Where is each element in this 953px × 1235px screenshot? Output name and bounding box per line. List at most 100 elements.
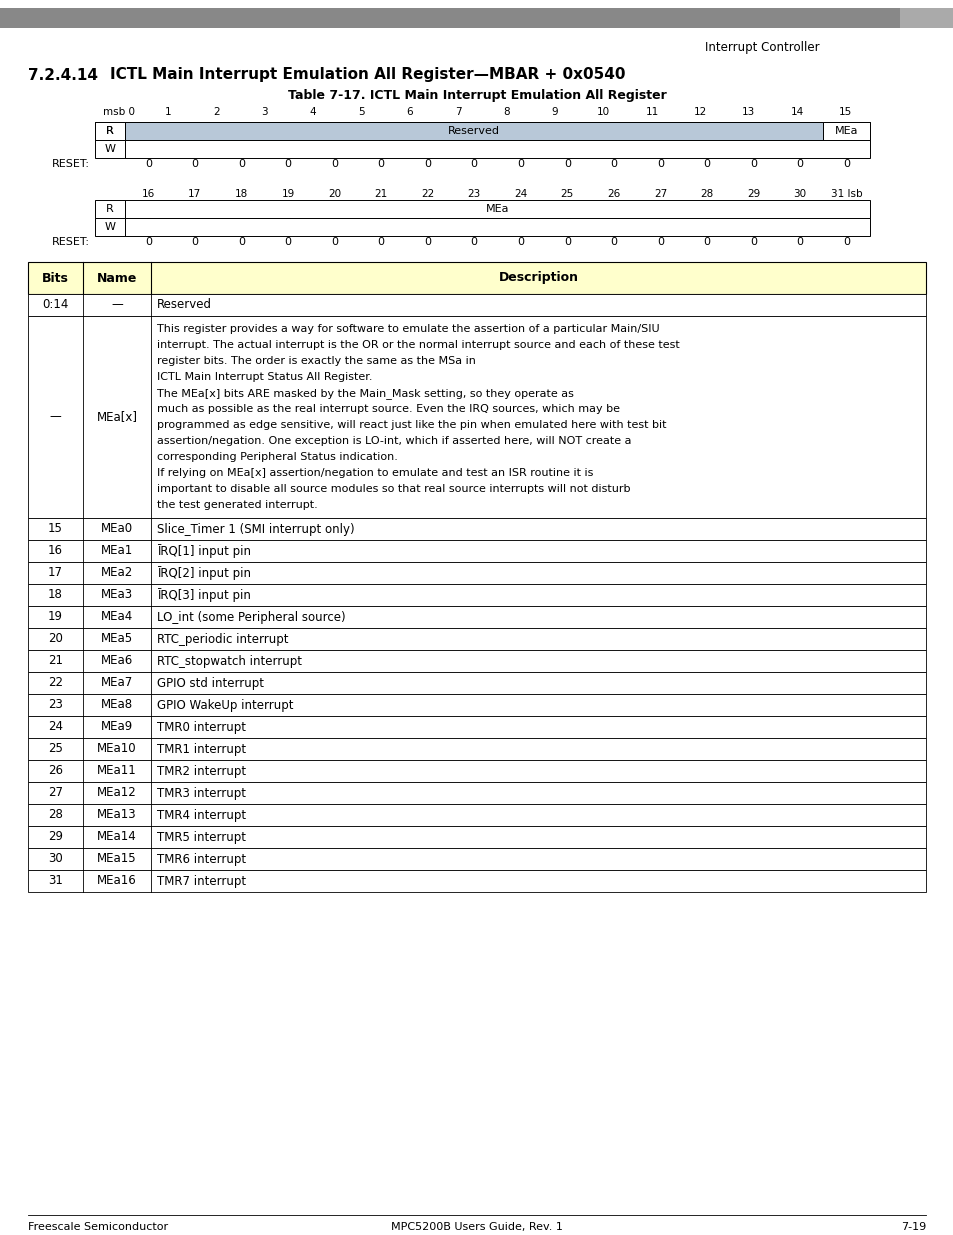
Text: 28: 28: [700, 189, 713, 199]
Text: 30: 30: [48, 852, 63, 866]
Text: 2: 2: [213, 107, 219, 117]
Text: 0: 0: [331, 159, 337, 169]
Text: The MEa[x] bits ARE masked by the Main_Mask setting, so they operate as: The MEa[x] bits ARE masked by the Main_M…: [157, 388, 574, 399]
Text: MEa: MEa: [834, 126, 858, 136]
Text: RESET:: RESET:: [52, 159, 90, 169]
Text: 19: 19: [281, 189, 294, 199]
Text: 15: 15: [839, 107, 852, 117]
Text: 14: 14: [790, 107, 803, 117]
Text: RESET:: RESET:: [52, 237, 90, 247]
Text: 7-19: 7-19: [900, 1221, 925, 1233]
Text: 0: 0: [842, 159, 849, 169]
Bar: [28, 517, 925, 540]
Text: 15: 15: [48, 522, 63, 536]
Text: 0: 0: [749, 237, 757, 247]
Bar: [95, 200, 125, 219]
Bar: [95, 122, 125, 140]
Text: 27: 27: [653, 189, 666, 199]
Text: 25: 25: [560, 189, 574, 199]
Bar: [28, 672, 925, 694]
Text: 0: 0: [470, 237, 477, 247]
Text: 30: 30: [793, 189, 806, 199]
Text: 0: 0: [563, 159, 570, 169]
Text: 0: 0: [331, 237, 337, 247]
Text: 31: 31: [48, 874, 63, 888]
Text: MEa[x]: MEa[x]: [96, 410, 137, 424]
Text: 21: 21: [375, 189, 387, 199]
Text: MEa16: MEa16: [97, 874, 136, 888]
Text: 24: 24: [514, 189, 527, 199]
Bar: [28, 739, 925, 760]
Text: 9: 9: [551, 107, 558, 117]
Bar: [28, 540, 925, 562]
Text: ĪRQ[2] input pin: ĪRQ[2] input pin: [157, 566, 251, 580]
Text: GPIO WakeUp interrupt: GPIO WakeUp interrupt: [157, 699, 294, 711]
Text: 0: 0: [702, 159, 710, 169]
Text: 0: 0: [657, 159, 663, 169]
Text: 24: 24: [48, 720, 63, 734]
Text: MEa7: MEa7: [101, 677, 133, 689]
Text: 0: 0: [657, 237, 663, 247]
Text: 0: 0: [237, 159, 245, 169]
Text: ICTL Main Interrupt Emulation All Register—MBAR + 0x0540: ICTL Main Interrupt Emulation All Regist…: [110, 68, 625, 83]
Text: MEa12: MEa12: [97, 787, 136, 799]
Text: MEa2: MEa2: [101, 567, 133, 579]
Bar: [28, 760, 925, 782]
Text: 31 lsb: 31 lsb: [830, 189, 862, 199]
Text: 4: 4: [310, 107, 316, 117]
Text: MEa0: MEa0: [101, 522, 132, 536]
Text: TMR1 interrupt: TMR1 interrupt: [157, 742, 246, 756]
Bar: [28, 584, 925, 606]
Bar: [28, 848, 925, 869]
Bar: [28, 562, 925, 584]
Text: MEa5: MEa5: [101, 632, 132, 646]
Text: Description: Description: [498, 272, 578, 284]
Text: 0: 0: [192, 237, 198, 247]
Text: 0: 0: [192, 159, 198, 169]
Text: important to disable all source modules so that real source interrupts will not : important to disable all source modules …: [157, 484, 630, 494]
Text: 23: 23: [48, 699, 63, 711]
Text: ĪRQ[3] input pin: ĪRQ[3] input pin: [157, 588, 251, 601]
Text: W: W: [105, 144, 115, 154]
Bar: [28, 782, 925, 804]
Text: 22: 22: [420, 189, 434, 199]
Text: If relying on MEa[x] assertion/negation to emulate and test an ISR routine it is: If relying on MEa[x] assertion/negation …: [157, 468, 593, 478]
Text: 25: 25: [48, 742, 63, 756]
Text: msb 0: msb 0: [103, 107, 135, 117]
Bar: [95, 122, 125, 140]
Bar: [28, 804, 925, 826]
Text: 7.2.4.14: 7.2.4.14: [28, 68, 98, 83]
Text: 0: 0: [517, 237, 524, 247]
Text: 0: 0: [749, 159, 757, 169]
Text: register bits. The order is exactly the same as the MSa in: register bits. The order is exactly the …: [157, 356, 476, 366]
Text: 0: 0: [702, 237, 710, 247]
Text: 13: 13: [741, 107, 755, 117]
Text: 21: 21: [48, 655, 63, 667]
Text: 28: 28: [48, 809, 63, 821]
Text: R: R: [106, 204, 113, 214]
Text: Reserved: Reserved: [157, 299, 212, 311]
Text: 29: 29: [746, 189, 760, 199]
Text: 0: 0: [424, 237, 431, 247]
Text: interrupt. The actual interrupt is the OR or the normal interrupt source and eac: interrupt. The actual interrupt is the O…: [157, 340, 679, 350]
Text: corresponding Peripheral Status indication.: corresponding Peripheral Status indicati…: [157, 452, 397, 462]
Bar: [899, 7, 953, 28]
Bar: [28, 294, 925, 316]
Text: MEa10: MEa10: [97, 742, 136, 756]
Text: R: R: [106, 126, 113, 136]
Bar: [28, 826, 925, 848]
Text: Slice_Timer 1 (SMI interrupt only): Slice_Timer 1 (SMI interrupt only): [157, 522, 355, 536]
Text: MPC5200B Users Guide, Rev. 1: MPC5200B Users Guide, Rev. 1: [391, 1221, 562, 1233]
Text: MEa8: MEa8: [101, 699, 132, 711]
Text: MEa14: MEa14: [97, 830, 136, 844]
Text: 17: 17: [188, 189, 201, 199]
Text: Reserved: Reserved: [448, 126, 499, 136]
Text: 16: 16: [48, 545, 63, 557]
Text: RTC_periodic interrupt: RTC_periodic interrupt: [157, 632, 288, 646]
Text: RTC_stopwatch interrupt: RTC_stopwatch interrupt: [157, 655, 302, 667]
Text: TMR4 interrupt: TMR4 interrupt: [157, 809, 246, 821]
Bar: [28, 606, 925, 629]
Text: 0: 0: [610, 237, 617, 247]
Text: 1: 1: [164, 107, 171, 117]
Bar: [125, 200, 869, 219]
